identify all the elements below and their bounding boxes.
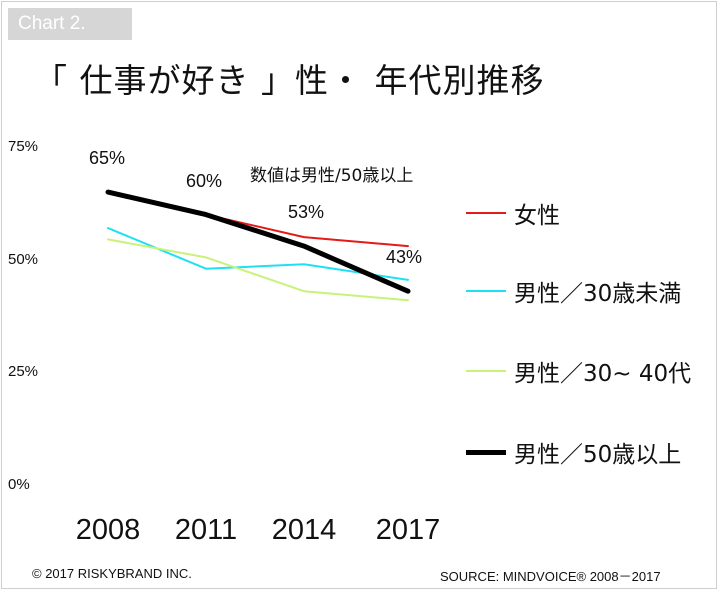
- legend-swatch: [466, 370, 506, 372]
- legend-label: 男性／30~ 40代: [514, 361, 692, 387]
- chart-number-badge: Chart 2.: [8, 8, 132, 40]
- chart-title: 「 仕事が好き 」性・ 年代別推移: [34, 61, 545, 100]
- y-tick-label: 75%: [8, 138, 39, 155]
- legend-swatch: [466, 449, 506, 455]
- legend-swatch: [466, 290, 506, 292]
- x-tick-label: 2014: [271, 514, 337, 546]
- legend-label: 男性／30歳未満: [514, 281, 682, 307]
- data-label: 60%: [185, 170, 223, 191]
- data-label: 53%: [287, 202, 325, 223]
- y-tick-label: 50%: [8, 250, 39, 268]
- x-tick-label: 2008: [75, 514, 141, 546]
- x-tick-label: 2017: [375, 514, 441, 546]
- legend-item: 男性／30~ 40代: [466, 351, 691, 391]
- legend-swatch: [466, 212, 506, 214]
- x-tick-label: 2011: [174, 514, 238, 546]
- source-text: SOURCE: MINDVOICE® 2008－2017: [440, 569, 661, 584]
- legend-item: 女性: [466, 193, 560, 233]
- data-label: 43%: [385, 247, 423, 268]
- copyright-text: © 2017 RISKYBRAND INC.: [32, 566, 192, 581]
- y-tick-label: 25%: [8, 363, 39, 381]
- legend-label: 女性: [514, 203, 560, 229]
- legend-item: 男性／50歳以上: [466, 432, 681, 472]
- legend-label: 男性／50歳以上: [514, 442, 682, 468]
- data-label-note: 数値は男性/50歳以上: [250, 166, 414, 186]
- data-label: 65%: [88, 148, 126, 169]
- legend-item: 男性／30歳未満: [466, 271, 681, 311]
- series-line-3: [105, 189, 411, 294]
- y-tick-label: 0%: [8, 476, 30, 493]
- series-line-2: [107, 238, 409, 302]
